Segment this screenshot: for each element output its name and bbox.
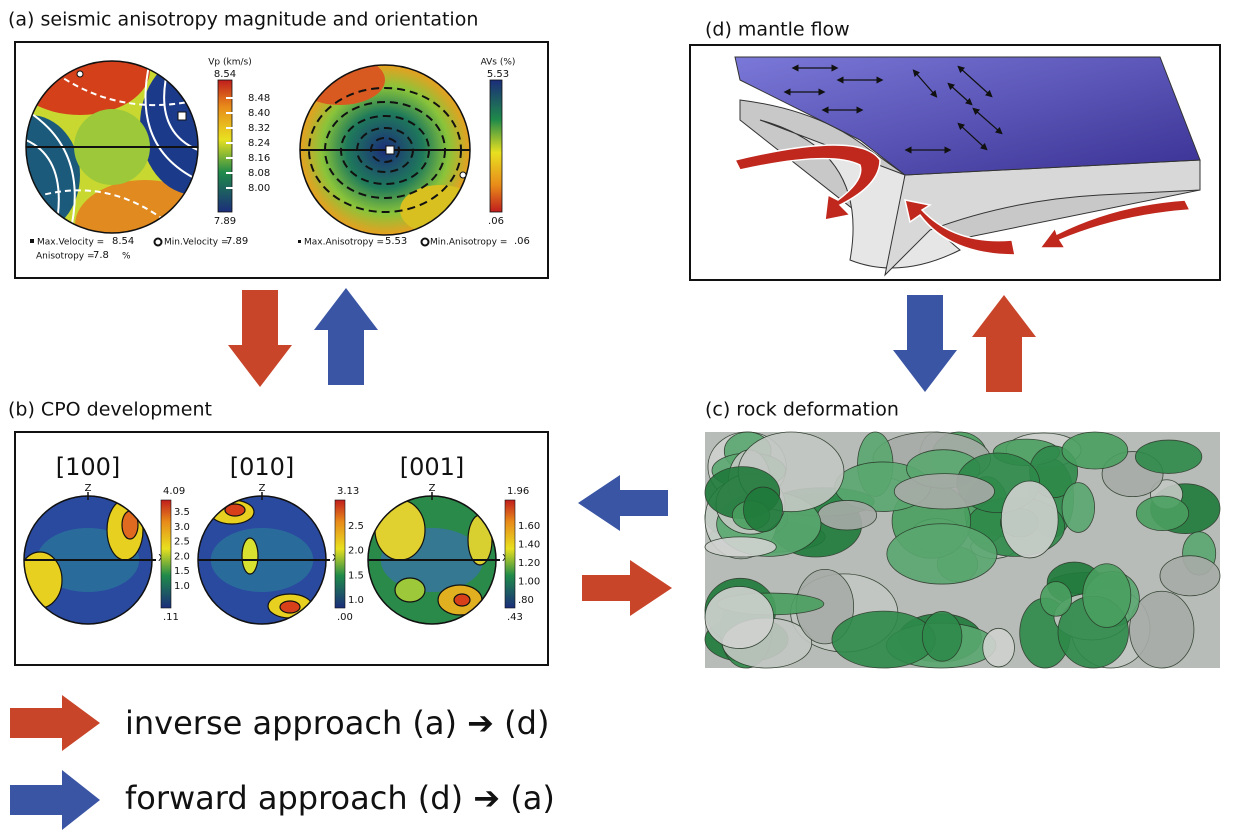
axis-label: Z (85, 483, 92, 494)
colorbar (505, 500, 515, 608)
colorbar-tick-label: 8.00 (248, 183, 270, 194)
legend-arrow (10, 695, 100, 751)
stat-unit: % (122, 252, 131, 262)
density (242, 538, 258, 574)
colorbar-tick-label: 8.24 (248, 138, 270, 149)
grain (1062, 483, 1095, 533)
legend-arrow (10, 770, 100, 830)
grain (1136, 496, 1188, 531)
colorbar-tick-label: 1.0 (348, 595, 364, 606)
grain (705, 587, 774, 649)
colorbar-tick-label: 3.5 (174, 507, 190, 518)
axis-label: Z (259, 483, 266, 494)
grain (922, 611, 962, 661)
stat-label: Max.Velocity = (37, 238, 104, 248)
density (280, 601, 300, 613)
colorbar-tick-label: 1.40 (518, 540, 540, 551)
grain (887, 524, 997, 584)
panel-title: (a) seismic anisotropy magnitude and ori… (8, 9, 478, 31)
pole-label: [010] (230, 453, 295, 481)
colorbar-tick-label: 2.5 (348, 521, 364, 532)
pole-label: [001] (400, 453, 465, 481)
arrow-down (893, 295, 957, 392)
colorbar-tick-label: 2.0 (174, 551, 190, 562)
grain (1001, 481, 1058, 558)
colorbar-tick-label: 1.60 (518, 521, 540, 532)
colorbar-tick-label: 8.48 (248, 93, 270, 104)
colorbar-tick-label: .80 (518, 595, 534, 606)
colorbar-max: 5.53 (487, 69, 509, 80)
stat-label: Max.Anisotropy = (304, 238, 384, 248)
panel-title: (b) CPO development (8, 399, 212, 421)
stat-value: 7.89 (226, 236, 248, 247)
colorbar-min: .06 (488, 216, 504, 227)
grain (818, 500, 877, 530)
arrow-up (972, 295, 1036, 392)
colorbar-min: .43 (507, 612, 523, 623)
colorbar-tick-label: 1.20 (518, 558, 540, 569)
density (454, 594, 470, 606)
colorbar-tick-label: 1.5 (348, 570, 364, 581)
colorbar-min: .00 (337, 612, 353, 623)
arrow-up (314, 288, 378, 385)
colorbar (335, 500, 345, 608)
colorbar-tick-label: 2.5 (174, 537, 190, 548)
arrow-left (578, 475, 668, 531)
grain (894, 474, 994, 509)
colorbar-label: AVs (%) (481, 58, 516, 68)
colorbar-tick-label: 1.00 (518, 577, 540, 588)
panel-title: (c) rock deformation (705, 399, 899, 421)
grain (743, 487, 782, 532)
legend-label: inverse approach (a) ➔ (d) (125, 704, 549, 742)
grain (1160, 556, 1220, 596)
grain (1040, 582, 1071, 617)
colorbar-min: 7.89 (214, 216, 236, 227)
pole-label: [100] (56, 453, 121, 481)
stat-label: Anisotropy = (36, 252, 95, 262)
grain (983, 628, 1015, 667)
panel-title: (d) mantle flow (705, 19, 850, 41)
arrow-down (228, 290, 292, 387)
colorbar-tick-label: 1.5 (174, 566, 190, 577)
colorbar-max: 4.09 (163, 486, 185, 497)
grain (1062, 432, 1128, 469)
legend-label: forward approach (d) ➔ (a) (125, 779, 555, 817)
stat-label: Min.Velocity = (164, 238, 229, 248)
colorbar-max: 8.54 (214, 69, 236, 80)
grain (705, 537, 776, 557)
colorbar-tick-label: 8.08 (248, 168, 270, 179)
grain (1083, 564, 1131, 628)
stat-value: 5.53 (385, 236, 407, 247)
colorbar-tick-label: 1.0 (174, 581, 190, 592)
colorbar (218, 80, 232, 212)
colorbar-label: Vp (km/s) (208, 58, 251, 68)
density (395, 578, 425, 602)
colorbar-tick-label: 8.16 (248, 153, 270, 164)
figure: (a) seismic anisotropy magnitude and ori… (0, 0, 1236, 839)
colorbar-tick-label: 8.32 (248, 123, 270, 134)
colorbar (490, 80, 502, 212)
colorbar-tick-label: 8.40 (248, 108, 270, 119)
colorbar-tick-label: 2.0 (348, 546, 364, 557)
colorbar-tick-label: 3.0 (174, 522, 190, 533)
stat-value: 8.54 (112, 236, 134, 247)
stat-value: .06 (514, 236, 530, 247)
arrow-right (582, 560, 672, 616)
grain (1135, 440, 1201, 473)
colorbar (161, 500, 171, 608)
stat-label: Min.Anisotropy = (430, 238, 507, 248)
colorbar-max: 3.13 (337, 486, 359, 497)
axis-label: Z (429, 483, 436, 494)
stat-value: 7.8 (93, 250, 109, 261)
colorbar-min: .11 (163, 612, 179, 623)
colorbar-max: 1.96 (507, 486, 529, 497)
grain (832, 611, 935, 668)
